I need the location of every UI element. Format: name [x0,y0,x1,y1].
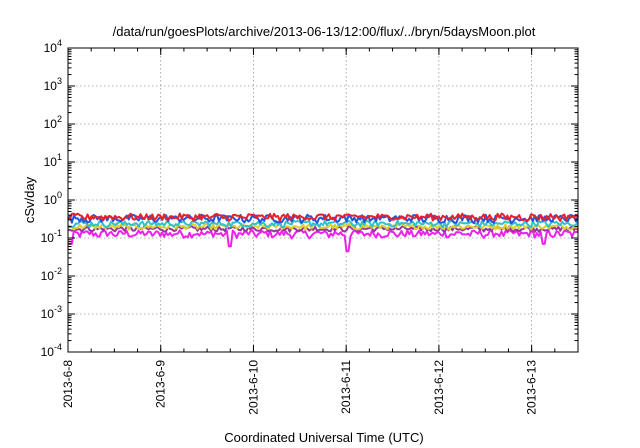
y-tick-label: 101 [44,152,62,169]
x-tick-label: 2013-6-13 [525,360,539,415]
y-tick-label: 103 [44,76,62,93]
y-tick-label: 10-2 [41,266,62,283]
x-tick-label: 2013-6-9 [154,360,168,408]
series-line [67,222,579,231]
y-axis-label: cSv/day [22,176,37,223]
series-line [67,219,579,229]
x-tick-label: 2013-6-11 [339,360,353,414]
series-layer [67,212,579,253]
y-tick-label: 104 [44,38,62,55]
y-tick-label: 10-1 [41,228,62,245]
x-ticks: 2013-6-8 2013-6-9 2013-6-10 2013-6-11 2013-6… [61,48,579,415]
y-tick-label: 102 [44,114,62,131]
x-axis-label: Coordinated Universal Time (UTC) [224,430,423,445]
y-tick-label: 100 [44,190,62,207]
grid [68,48,578,352]
series-line [67,213,579,225]
chart-title: /data/run/goesPlots/archive/2013-06-13/1… [113,24,536,39]
y-tick-label: 10-3 [41,304,62,321]
x-tick-label: 2013-6-10 [246,360,260,415]
series-line [68,228,579,253]
x-tick-label: 2013-6-8 [61,360,75,408]
x-tick-label: 2013-6-12 [432,360,446,415]
y-tick-label: 10-4 [41,342,62,359]
y-ticks: 10-4 10-3 10-2 10-1 100 101 102 103 104 [41,38,578,359]
series-line [67,212,579,222]
